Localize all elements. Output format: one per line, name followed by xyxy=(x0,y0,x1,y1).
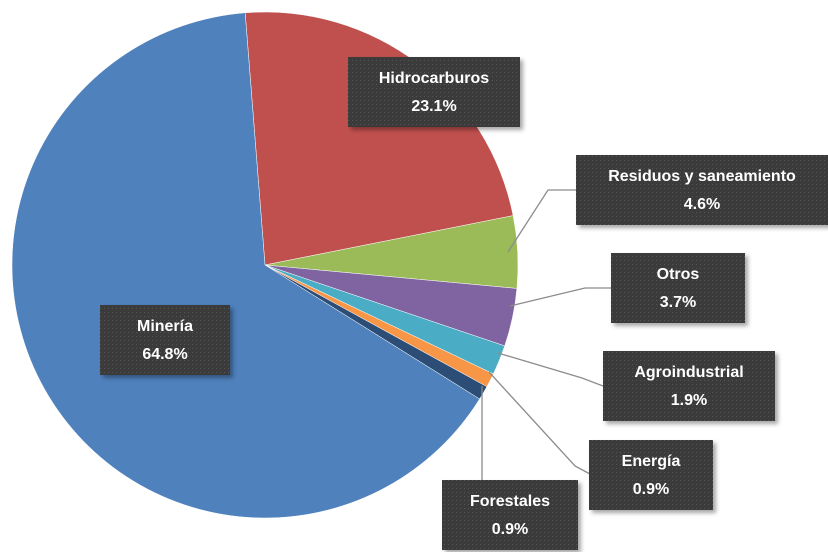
label-box xyxy=(589,440,713,510)
value-label: 23.1% xyxy=(411,98,456,115)
data-labels: Hidrocarburos 23.1% Residuos y saneamiento… xyxy=(100,57,828,550)
category-label: Agroindustrial xyxy=(634,364,743,381)
leader-line xyxy=(507,189,577,253)
leader-line xyxy=(488,371,591,475)
category-label: Hidrocarburos xyxy=(379,70,489,87)
category-label: Residuos y saneamiento xyxy=(608,168,796,185)
leader-lines xyxy=(481,189,612,482)
category-label: Otros xyxy=(657,266,700,283)
label-box xyxy=(348,57,520,127)
label-box xyxy=(603,351,775,421)
pie xyxy=(11,11,519,519)
label-box xyxy=(442,480,578,550)
label-box xyxy=(576,155,828,225)
label-box xyxy=(100,305,230,375)
value-label: 3.7% xyxy=(660,294,696,311)
value-label: 4.6% xyxy=(684,196,720,213)
category-label: Minería xyxy=(137,318,193,335)
leader-line xyxy=(509,287,612,307)
leader-line xyxy=(497,352,604,387)
value-label: 1.9% xyxy=(671,392,707,409)
value-label: 0.9% xyxy=(633,481,669,498)
value-label: 64.8% xyxy=(142,346,187,363)
label-box xyxy=(611,253,745,323)
category-label: Energía xyxy=(622,453,681,470)
pie-slice xyxy=(11,12,480,519)
value-label: 0.9% xyxy=(492,521,528,538)
category-label: Forestales xyxy=(470,493,550,510)
